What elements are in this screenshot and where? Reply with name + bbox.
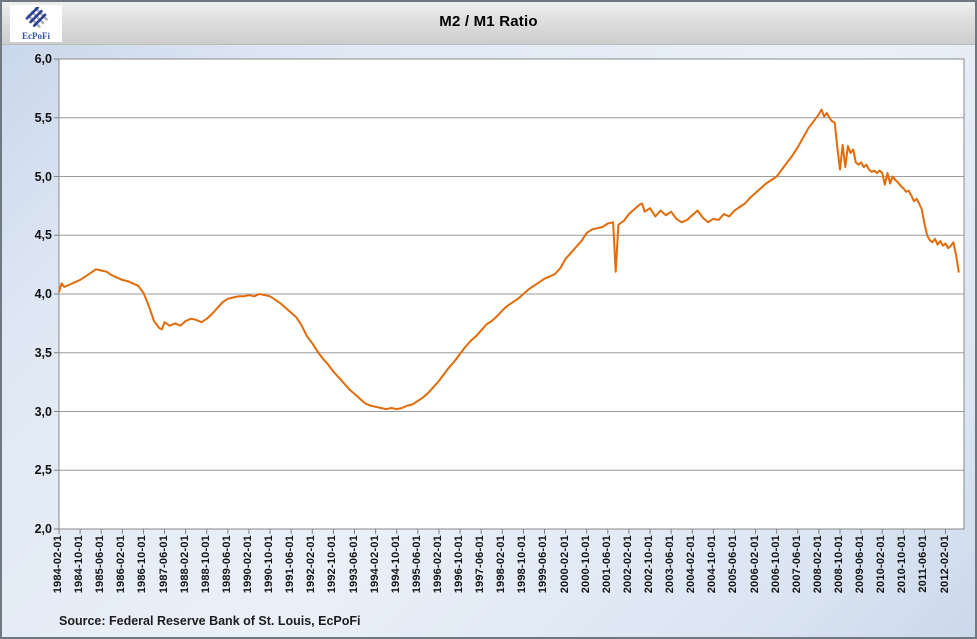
y-axis-label: 5,0 (34, 169, 52, 184)
x-axis-label: 1988-02-01 (178, 535, 191, 594)
x-axis-label: 1986-10-01 (136, 535, 149, 594)
series-line-m2-m1-ratio (58, 108, 960, 411)
x-axis-label: 1998-02-01 (495, 535, 508, 594)
x-axis-label: 2008-10-01 (832, 535, 845, 594)
x-axis-label: 1997-06-01 (474, 535, 487, 594)
y-axis-label: 2,0 (34, 522, 52, 536)
x-axis-label: 1992-02-01 (305, 535, 318, 594)
source-text: Source: Federal Reserve Bank of St. Loui… (59, 614, 361, 628)
y-axis-label: 5,5 (34, 110, 52, 125)
ecpofi-logo-text: EcPoFi (22, 30, 50, 41)
x-axis-label: 2008-02-01 (811, 535, 824, 594)
x-axis-label: 2002-10-01 (643, 535, 656, 594)
x-axis-label: 1998-10-01 (516, 535, 529, 594)
x-axis-label: 2005-06-01 (727, 535, 740, 594)
ecpofi-logo-icon (25, 6, 48, 28)
x-axis-label: 1987-06-01 (157, 535, 170, 594)
x-axis-label: 1994-02-01 (368, 535, 381, 594)
x-axis-label: 1990-10-01 (263, 535, 276, 594)
x-axis-label: 2011-06-01 (917, 535, 930, 593)
x-axis-label: 1992-10-01 (326, 535, 339, 594)
x-axis-label: 2012-02-01 (938, 535, 951, 594)
x-axis-label: 1984-10-01 (73, 535, 86, 594)
x-axis-label: 2010-02-01 (875, 535, 888, 594)
x-axis-label: 2000-10-01 (579, 535, 592, 594)
x-axis-label: 1984-02-01 (52, 535, 64, 594)
x-axis-label: 2006-10-01 (769, 535, 782, 594)
x-axis-label: 1994-10-01 (389, 535, 402, 594)
x-axis-label: 1985-06-01 (94, 535, 107, 594)
x-axis-label: 2004-02-01 (685, 535, 698, 594)
y-axis-label: 3,0 (34, 404, 52, 419)
x-axis-label: 2006-02-01 (748, 535, 761, 594)
x-axis-label: 2009-06-01 (854, 535, 867, 594)
y-axis-label: 2,5 (34, 463, 52, 478)
x-axis-label: 2007-06-01 (790, 535, 803, 594)
title-bar: M2 / M1 Ratio (2, 2, 975, 45)
x-axis-label: 2004-10-01 (706, 535, 719, 594)
x-axis-label: 1993-06-01 (347, 535, 360, 594)
x-axis-label: 2010-10-01 (896, 535, 909, 594)
x-axis-label: 1988-10-01 (199, 535, 212, 594)
chart-title: M2 / M1 Ratio (439, 13, 538, 30)
x-axis-label: 1996-02-01 (431, 535, 444, 594)
x-axis-label: 1999-06-01 (537, 535, 550, 594)
x-axis-label: 1986-02-01 (115, 535, 128, 594)
x-axis-label: 1995-06-01 (410, 535, 423, 594)
x-axis-label: 2002-02-01 (621, 535, 634, 594)
y-axis-label: 4,5 (34, 228, 52, 243)
y-axis-label: 3,5 (34, 345, 52, 360)
x-axis-label: 2001-06-01 (600, 535, 613, 594)
x-axis-label: 1989-06-01 (220, 535, 233, 594)
x-axis-label: 2000-02-01 (558, 535, 571, 594)
ecpofi-logo: EcPoFi (10, 5, 62, 42)
plot-svg (54, 58, 965, 534)
x-axis-label: 1996-10-01 (453, 535, 466, 594)
y-axis-label: 6,0 (34, 52, 52, 66)
x-axis-label: 1991-06-01 (284, 535, 297, 594)
x-axis-label: 1990-02-01 (241, 535, 254, 594)
x-axis-label: 2003-06-01 (664, 535, 677, 594)
chart-plot-area (54, 58, 965, 534)
y-axis-label: 4,0 (34, 287, 52, 301)
plot-border (58, 58, 965, 530)
